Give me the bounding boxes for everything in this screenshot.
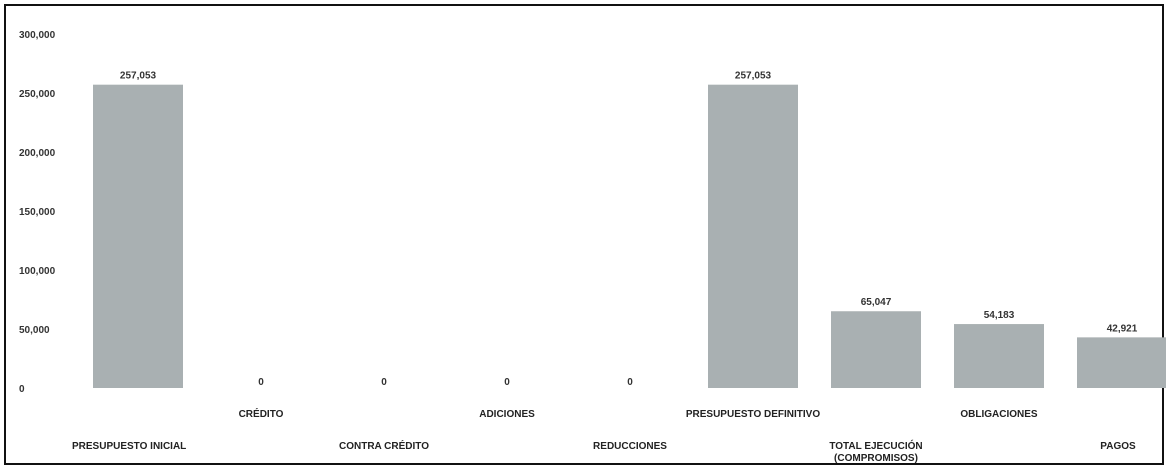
category-label: PRESUPUESTO DEFINITIVO <box>686 409 821 420</box>
budget-bar-chart: 0 50,000 100,000 150,000 200,000 250,000 300,0… <box>19 30 1166 464</box>
y-tick-label: 300,000 <box>19 30 56 41</box>
y-tick-label: 100,000 <box>19 266 56 277</box>
category-label: OBLIGACIONES <box>960 409 1038 420</box>
data-label: 0 <box>381 377 387 388</box>
bar <box>708 84 798 388</box>
bar <box>1077 337 1166 388</box>
category-label: REDUCCIONES <box>593 441 667 452</box>
category-label: TOTAL EJECUCIÓN (COMPROMISOS) <box>829 439 922 464</box>
category-label: PRESUPUESTO INICIAL <box>72 441 186 452</box>
bars <box>93 84 1166 388</box>
data-labels: 257,053 0 0 0 0 257,053 65,047 54,183 42,921 <box>120 71 1138 388</box>
bar <box>954 324 1044 388</box>
data-label: 0 <box>504 377 510 388</box>
x-axis: PRESUPUESTO INICIAL CRÉDITO CONTRA CRÉDITO… <box>72 407 1136 464</box>
data-label: 0 <box>627 377 633 388</box>
y-tick-label: 50,000 <box>19 325 50 336</box>
data-label: 257,053 <box>120 71 157 82</box>
category-label: CONTRA CRÉDITO <box>339 439 429 452</box>
data-label: 54,183 <box>984 310 1015 321</box>
data-label: 257,053 <box>735 71 772 82</box>
data-label: 0 <box>258 377 264 388</box>
data-label: 42,921 <box>1107 323 1138 334</box>
y-axis: 0 50,000 100,000 150,000 200,000 250,000 300,0… <box>19 30 56 395</box>
y-tick-label: 150,000 <box>19 207 56 218</box>
chart-frame: 0 50,000 100,000 150,000 200,000 250,000 300,0… <box>4 4 1166 465</box>
bar <box>831 311 921 388</box>
bar <box>93 84 183 388</box>
y-tick-label: 250,000 <box>19 89 56 100</box>
data-label: 65,047 <box>861 297 892 308</box>
y-tick-label: 200,000 <box>19 148 56 159</box>
category-label: PAGOS <box>1100 441 1136 452</box>
y-tick-label: 0 <box>19 384 25 395</box>
category-label: CRÉDITO <box>239 407 284 420</box>
category-label: ADICIONES <box>479 409 535 420</box>
